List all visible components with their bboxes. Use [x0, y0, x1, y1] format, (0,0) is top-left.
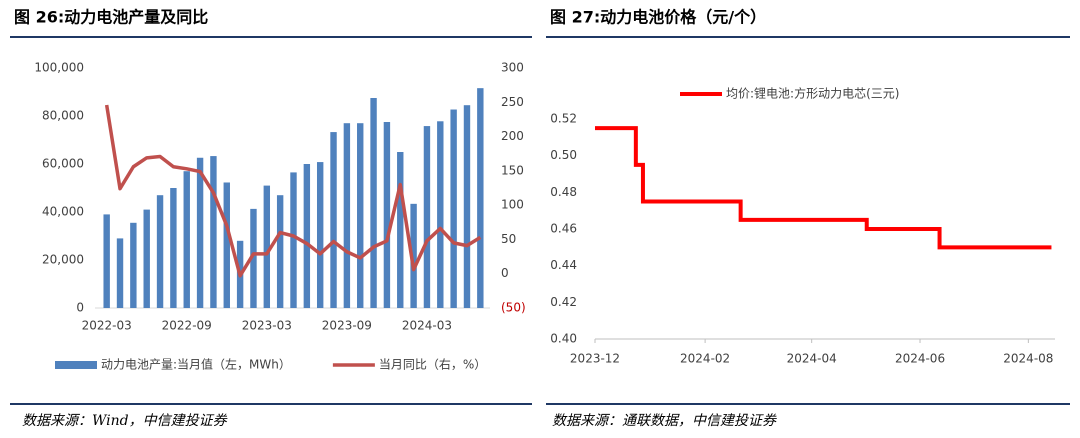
bar	[263, 185, 271, 308]
bar	[130, 222, 137, 308]
chart-title: 图 26:动力电池产量及同比	[14, 8, 208, 27]
bar	[210, 156, 217, 308]
y-tick-label: 100,000	[34, 61, 84, 75]
bar	[410, 203, 417, 308]
bar	[343, 123, 351, 308]
y2-tick-label: 0	[501, 266, 509, 280]
bar	[316, 162, 324, 308]
x-tick-label: 2024-04	[787, 352, 837, 366]
x-tick-label: 2022-09	[162, 319, 212, 333]
y-tick-label: 0.40	[550, 332, 577, 346]
legend-swatch	[55, 361, 97, 369]
bar	[156, 195, 164, 308]
bar	[357, 123, 364, 308]
y2-tick-label: 150	[501, 163, 524, 177]
bar	[303, 164, 311, 308]
y-tick-label: 0.42	[550, 295, 577, 309]
y2-tick-label: 300	[501, 61, 524, 75]
bar	[170, 188, 177, 308]
x-tick-label: 2024-02	[680, 352, 730, 366]
bar	[116, 238, 124, 308]
bar	[143, 209, 150, 308]
y-tick-label: 80,000	[42, 109, 84, 123]
bar	[250, 208, 257, 308]
source: 数据来源：通联数据，中信建投证券	[552, 413, 777, 429]
bar	[477, 88, 484, 308]
bar	[183, 171, 190, 308]
source: 数据来源：Wind，中信建投证券	[22, 413, 228, 429]
bar	[223, 182, 230, 308]
bar	[370, 98, 377, 308]
y-tick-label: 40,000	[42, 205, 84, 219]
line	[595, 126, 1052, 250]
y-tick-label: 0.46	[550, 222, 577, 236]
bar	[196, 157, 204, 308]
y2-tick-label: (50)	[501, 301, 526, 315]
x-tick-label: 2024-03	[402, 319, 452, 333]
y-tick-label: 0.44	[550, 258, 577, 272]
bar	[290, 172, 297, 308]
y-tick-label: 0.50	[550, 148, 577, 162]
x-tick-label: 2023-09	[322, 319, 372, 333]
bar	[437, 121, 444, 308]
x-tick-label: 2023-03	[242, 319, 292, 333]
y-tick-label: 0.48	[550, 185, 577, 199]
y-tick-label: 60,000	[42, 157, 84, 171]
y-tick-label: 20,000	[42, 253, 84, 267]
x-tick-label: 2024-08	[1003, 352, 1053, 366]
bar	[276, 195, 284, 308]
bar	[463, 105, 471, 308]
line	[104, 104, 482, 278]
bar	[450, 109, 457, 309]
y2-tick-label: 200	[501, 129, 524, 143]
y2-tick-label: 50	[501, 232, 516, 246]
bar	[383, 122, 391, 308]
legend-label: 当月同比（右，%）	[379, 357, 486, 372]
bar	[330, 132, 337, 308]
y-tick-label: 0	[76, 301, 84, 315]
x-tick-label: 2022-03	[82, 319, 132, 333]
bar	[103, 214, 110, 308]
y2-tick-label: 250	[501, 95, 524, 109]
bar	[423, 126, 431, 308]
x-tick-label: 2023-12	[570, 352, 620, 366]
legend-label: 均价:锂电池:方形动力电芯(三元)	[726, 86, 899, 101]
y-tick-label: 0.52	[550, 112, 577, 126]
chart-title: 图 27:动力电池价格（元/个）	[550, 8, 766, 27]
y2-tick-label: 100	[501, 198, 524, 212]
legend-label: 动力电池产量:当月值（左，MWh）	[101, 357, 291, 372]
x-tick-label: 2024-06	[895, 352, 945, 366]
bar	[397, 152, 404, 308]
